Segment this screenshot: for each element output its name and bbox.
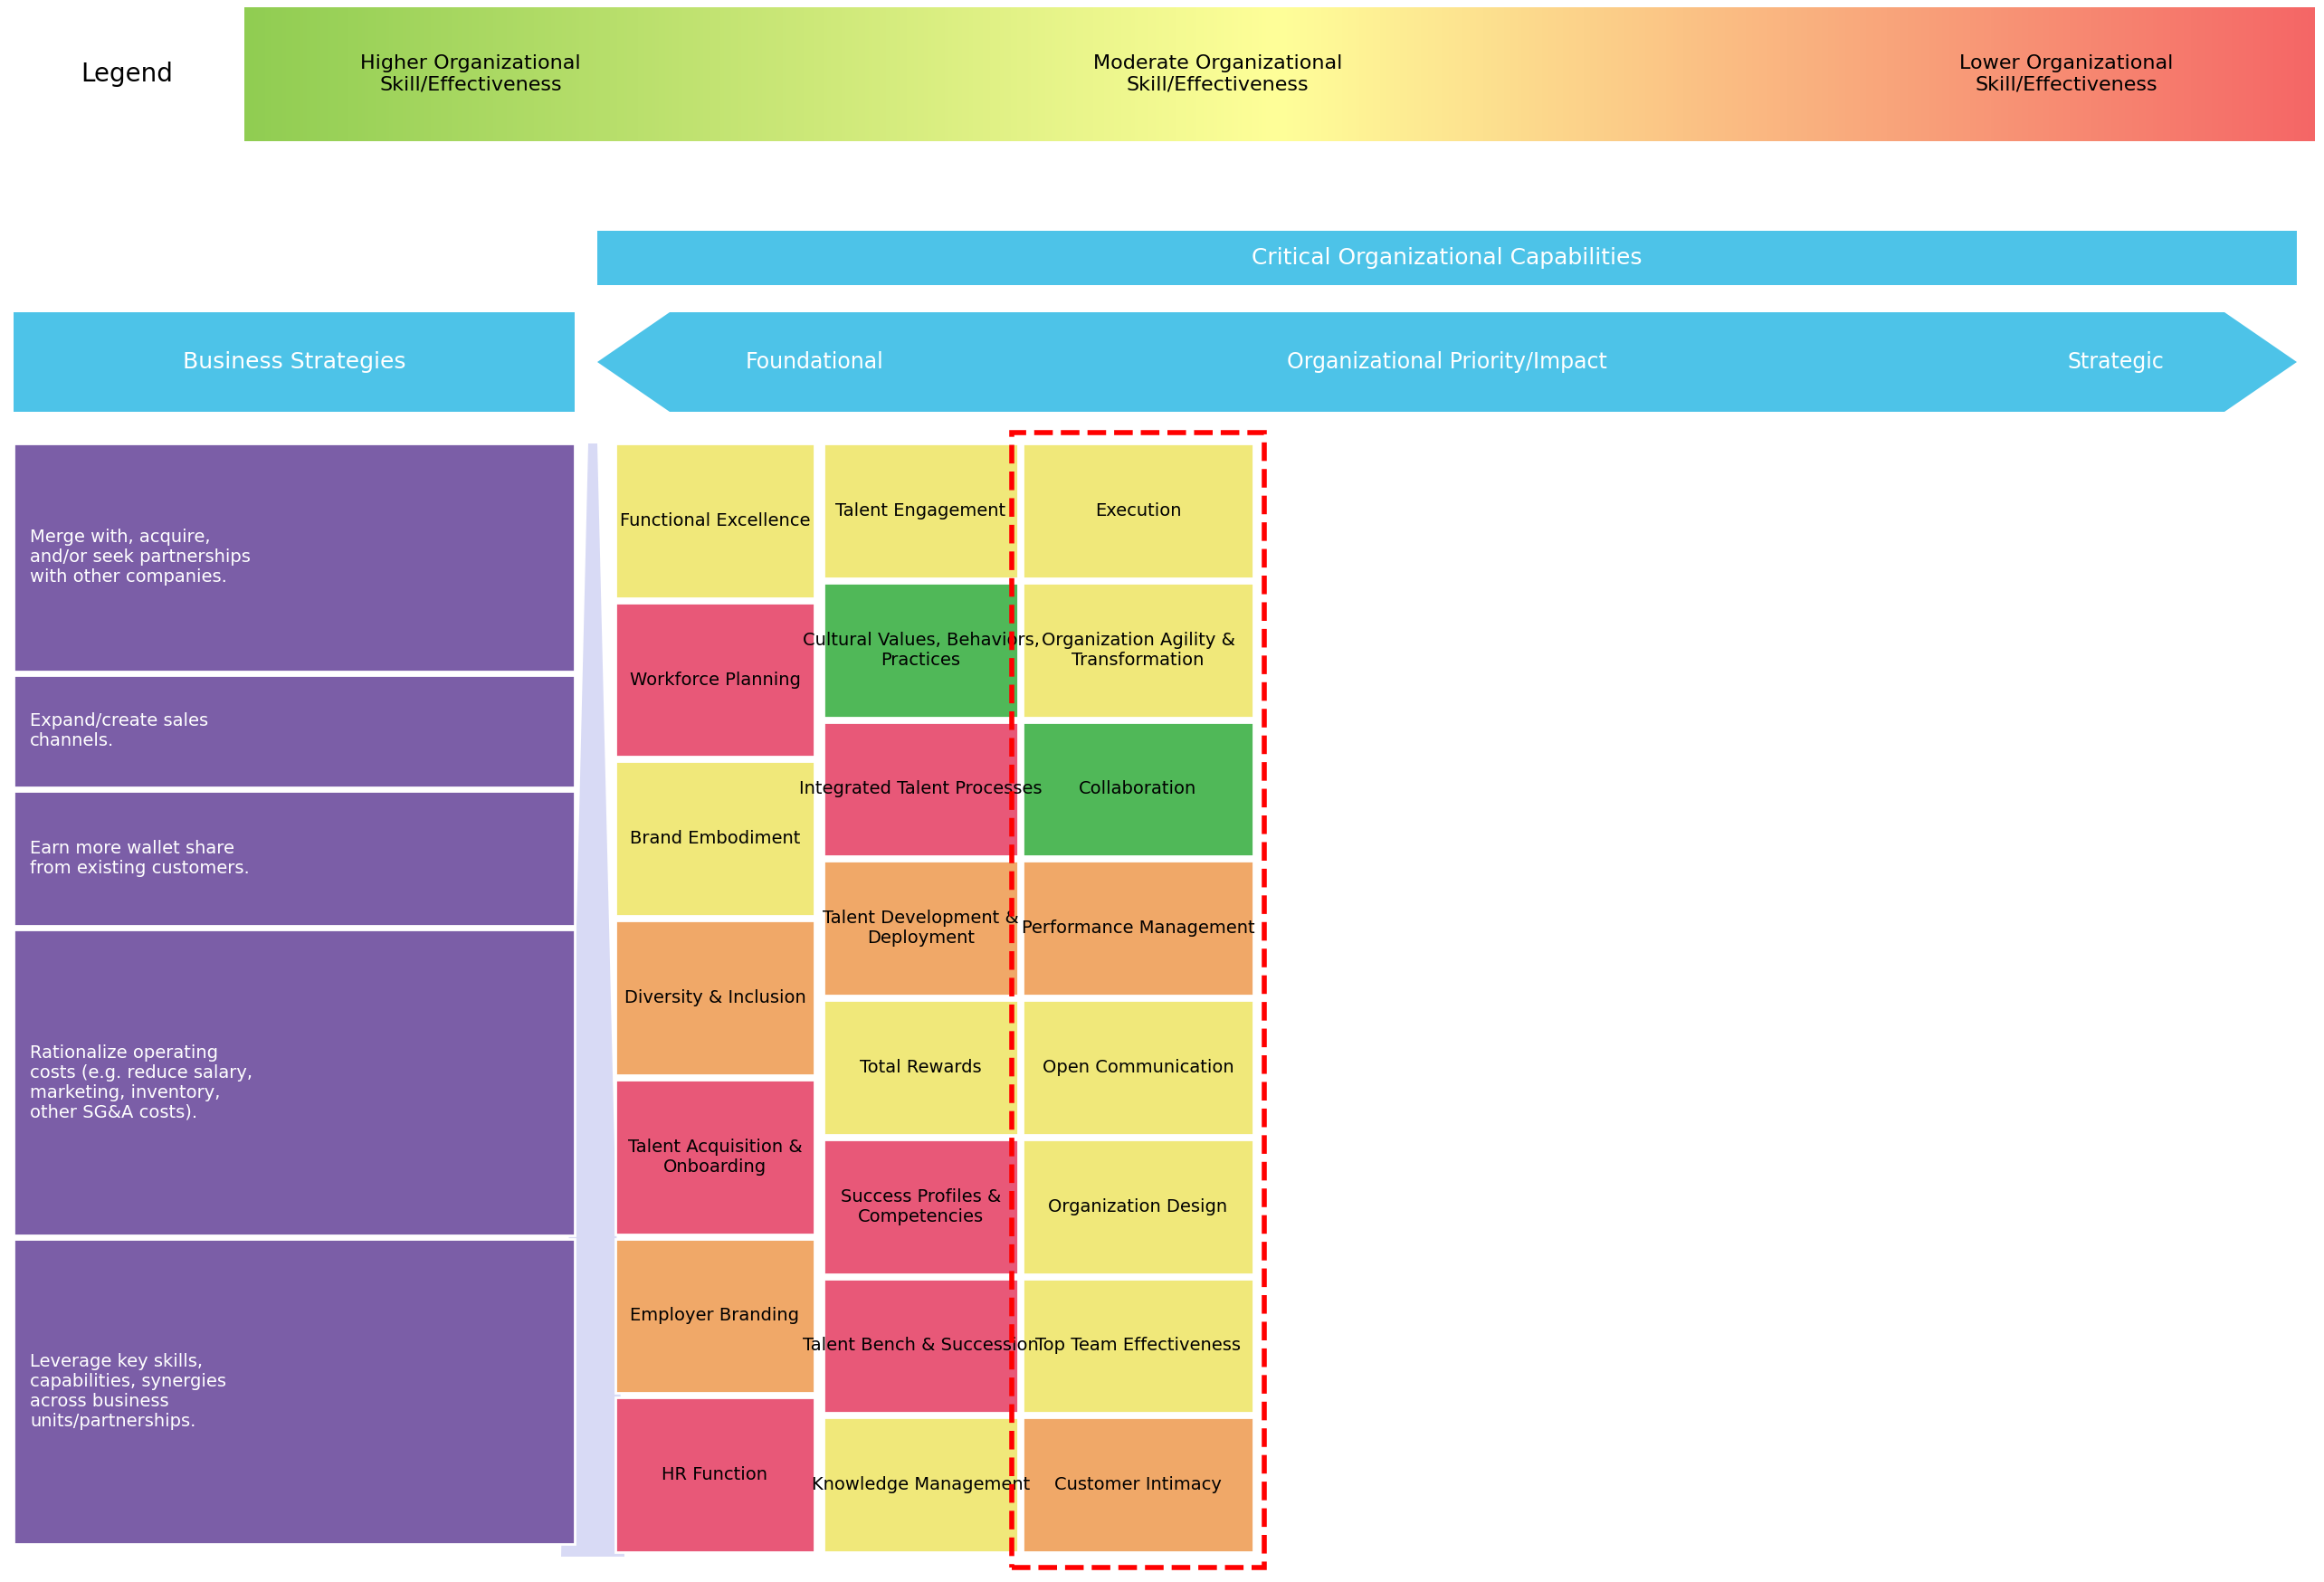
FancyBboxPatch shape xyxy=(1023,721,1253,856)
FancyBboxPatch shape xyxy=(14,676,574,788)
Text: Organization Agility &
Transformation: Organization Agility & Transformation xyxy=(1041,631,1234,669)
Text: Diversity & Inclusion: Diversity & Inclusion xyxy=(625,989,806,1006)
Text: Talent Bench & Succession: Talent Bench & Succession xyxy=(802,1337,1039,1354)
Text: Merge with, acquire,
and/or seek partnerships
with other companies.: Merge with, acquire, and/or seek partner… xyxy=(30,528,251,585)
FancyBboxPatch shape xyxy=(597,231,2296,285)
FancyBboxPatch shape xyxy=(823,443,1018,577)
Text: Functional Excellence: Functional Excellence xyxy=(621,513,811,530)
Text: Talent Development &
Deployment: Talent Development & Deployment xyxy=(823,910,1018,946)
FancyBboxPatch shape xyxy=(823,721,1018,856)
Text: Leverage key skills,
capabilities, synergies
across business
units/partnerships.: Leverage key skills, capabilities, syner… xyxy=(30,1353,225,1430)
Text: Execution: Execution xyxy=(1095,501,1181,519)
FancyBboxPatch shape xyxy=(823,861,1018,995)
Text: Critical Organizational Capabilities: Critical Organizational Capabilities xyxy=(1253,247,1643,269)
FancyBboxPatch shape xyxy=(616,443,813,598)
FancyBboxPatch shape xyxy=(616,603,813,758)
FancyBboxPatch shape xyxy=(1023,861,1253,995)
FancyBboxPatch shape xyxy=(1023,1417,1253,1552)
Text: Business Strategies: Business Strategies xyxy=(184,351,407,373)
FancyBboxPatch shape xyxy=(1023,582,1253,717)
FancyBboxPatch shape xyxy=(823,1417,1018,1552)
Text: Expand/create sales
channels.: Expand/create sales channels. xyxy=(30,712,209,750)
FancyBboxPatch shape xyxy=(14,443,574,671)
Text: Brand Embodiment: Brand Embodiment xyxy=(630,831,799,848)
Text: Talent Engagement: Talent Engagement xyxy=(837,501,1006,519)
Text: HR Function: HR Function xyxy=(662,1467,767,1484)
Text: Integrated Talent Processes: Integrated Talent Processes xyxy=(799,780,1043,797)
Text: Open Communication: Open Communication xyxy=(1041,1058,1234,1076)
Text: Knowledge Management: Knowledge Management xyxy=(811,1476,1030,1493)
FancyBboxPatch shape xyxy=(1023,1000,1253,1134)
FancyBboxPatch shape xyxy=(669,312,2224,411)
Bar xyxy=(1011,432,1264,1568)
Polygon shape xyxy=(2224,312,2296,411)
Polygon shape xyxy=(597,312,669,411)
Text: Foundational: Foundational xyxy=(746,351,883,373)
FancyBboxPatch shape xyxy=(823,1139,1018,1274)
FancyBboxPatch shape xyxy=(1023,1278,1253,1413)
FancyBboxPatch shape xyxy=(14,930,574,1236)
FancyBboxPatch shape xyxy=(14,1239,574,1544)
FancyBboxPatch shape xyxy=(14,791,574,927)
FancyBboxPatch shape xyxy=(1023,443,1253,577)
FancyBboxPatch shape xyxy=(616,761,813,916)
Text: Total Rewards: Total Rewards xyxy=(860,1058,981,1076)
Text: Higher Organizational
Skill/Effectiveness: Higher Organizational Skill/Effectivenes… xyxy=(360,55,581,93)
FancyBboxPatch shape xyxy=(616,1397,813,1552)
FancyBboxPatch shape xyxy=(616,921,813,1076)
Text: Rationalize operating
costs (e.g. reduce salary,
marketing, inventory,
other SG&: Rationalize operating costs (e.g. reduce… xyxy=(30,1044,253,1122)
FancyBboxPatch shape xyxy=(616,1239,813,1394)
Text: Strategic: Strategic xyxy=(2068,351,2164,373)
Polygon shape xyxy=(560,443,625,1557)
FancyBboxPatch shape xyxy=(823,1278,1018,1413)
Text: Earn more wallet share
from existing customers.: Earn more wallet share from existing cus… xyxy=(30,840,249,876)
Text: Employer Branding: Employer Branding xyxy=(630,1307,799,1324)
Text: Legend: Legend xyxy=(81,62,172,87)
Text: Organization Design: Organization Design xyxy=(1048,1198,1227,1215)
Text: Customer Intimacy: Customer Intimacy xyxy=(1055,1476,1222,1493)
FancyBboxPatch shape xyxy=(14,312,574,411)
FancyBboxPatch shape xyxy=(823,1000,1018,1134)
Text: Success Profiles &
Competencies: Success Profiles & Competencies xyxy=(841,1188,1002,1224)
Text: Moderate Organizational
Skill/Effectiveness: Moderate Organizational Skill/Effectiven… xyxy=(1092,55,1343,93)
Text: Organizational Priority/Impact: Organizational Priority/Impact xyxy=(1287,351,1608,373)
Text: Talent Acquisition &
Onboarding: Talent Acquisition & Onboarding xyxy=(627,1139,802,1175)
FancyBboxPatch shape xyxy=(1023,1139,1253,1274)
FancyBboxPatch shape xyxy=(616,1079,813,1234)
Text: Lower Organizational
Skill/Effectiveness: Lower Organizational Skill/Effectiveness xyxy=(1959,55,2173,93)
FancyBboxPatch shape xyxy=(823,582,1018,717)
Text: Collaboration: Collaboration xyxy=(1078,780,1197,797)
Text: Workforce Planning: Workforce Planning xyxy=(630,671,799,688)
Text: Performance Management: Performance Management xyxy=(1023,919,1255,937)
Text: Cultural Values, Behaviors,
Practices: Cultural Values, Behaviors, Practices xyxy=(802,631,1039,669)
Text: Top Team Effectiveness: Top Team Effectiveness xyxy=(1034,1337,1241,1354)
